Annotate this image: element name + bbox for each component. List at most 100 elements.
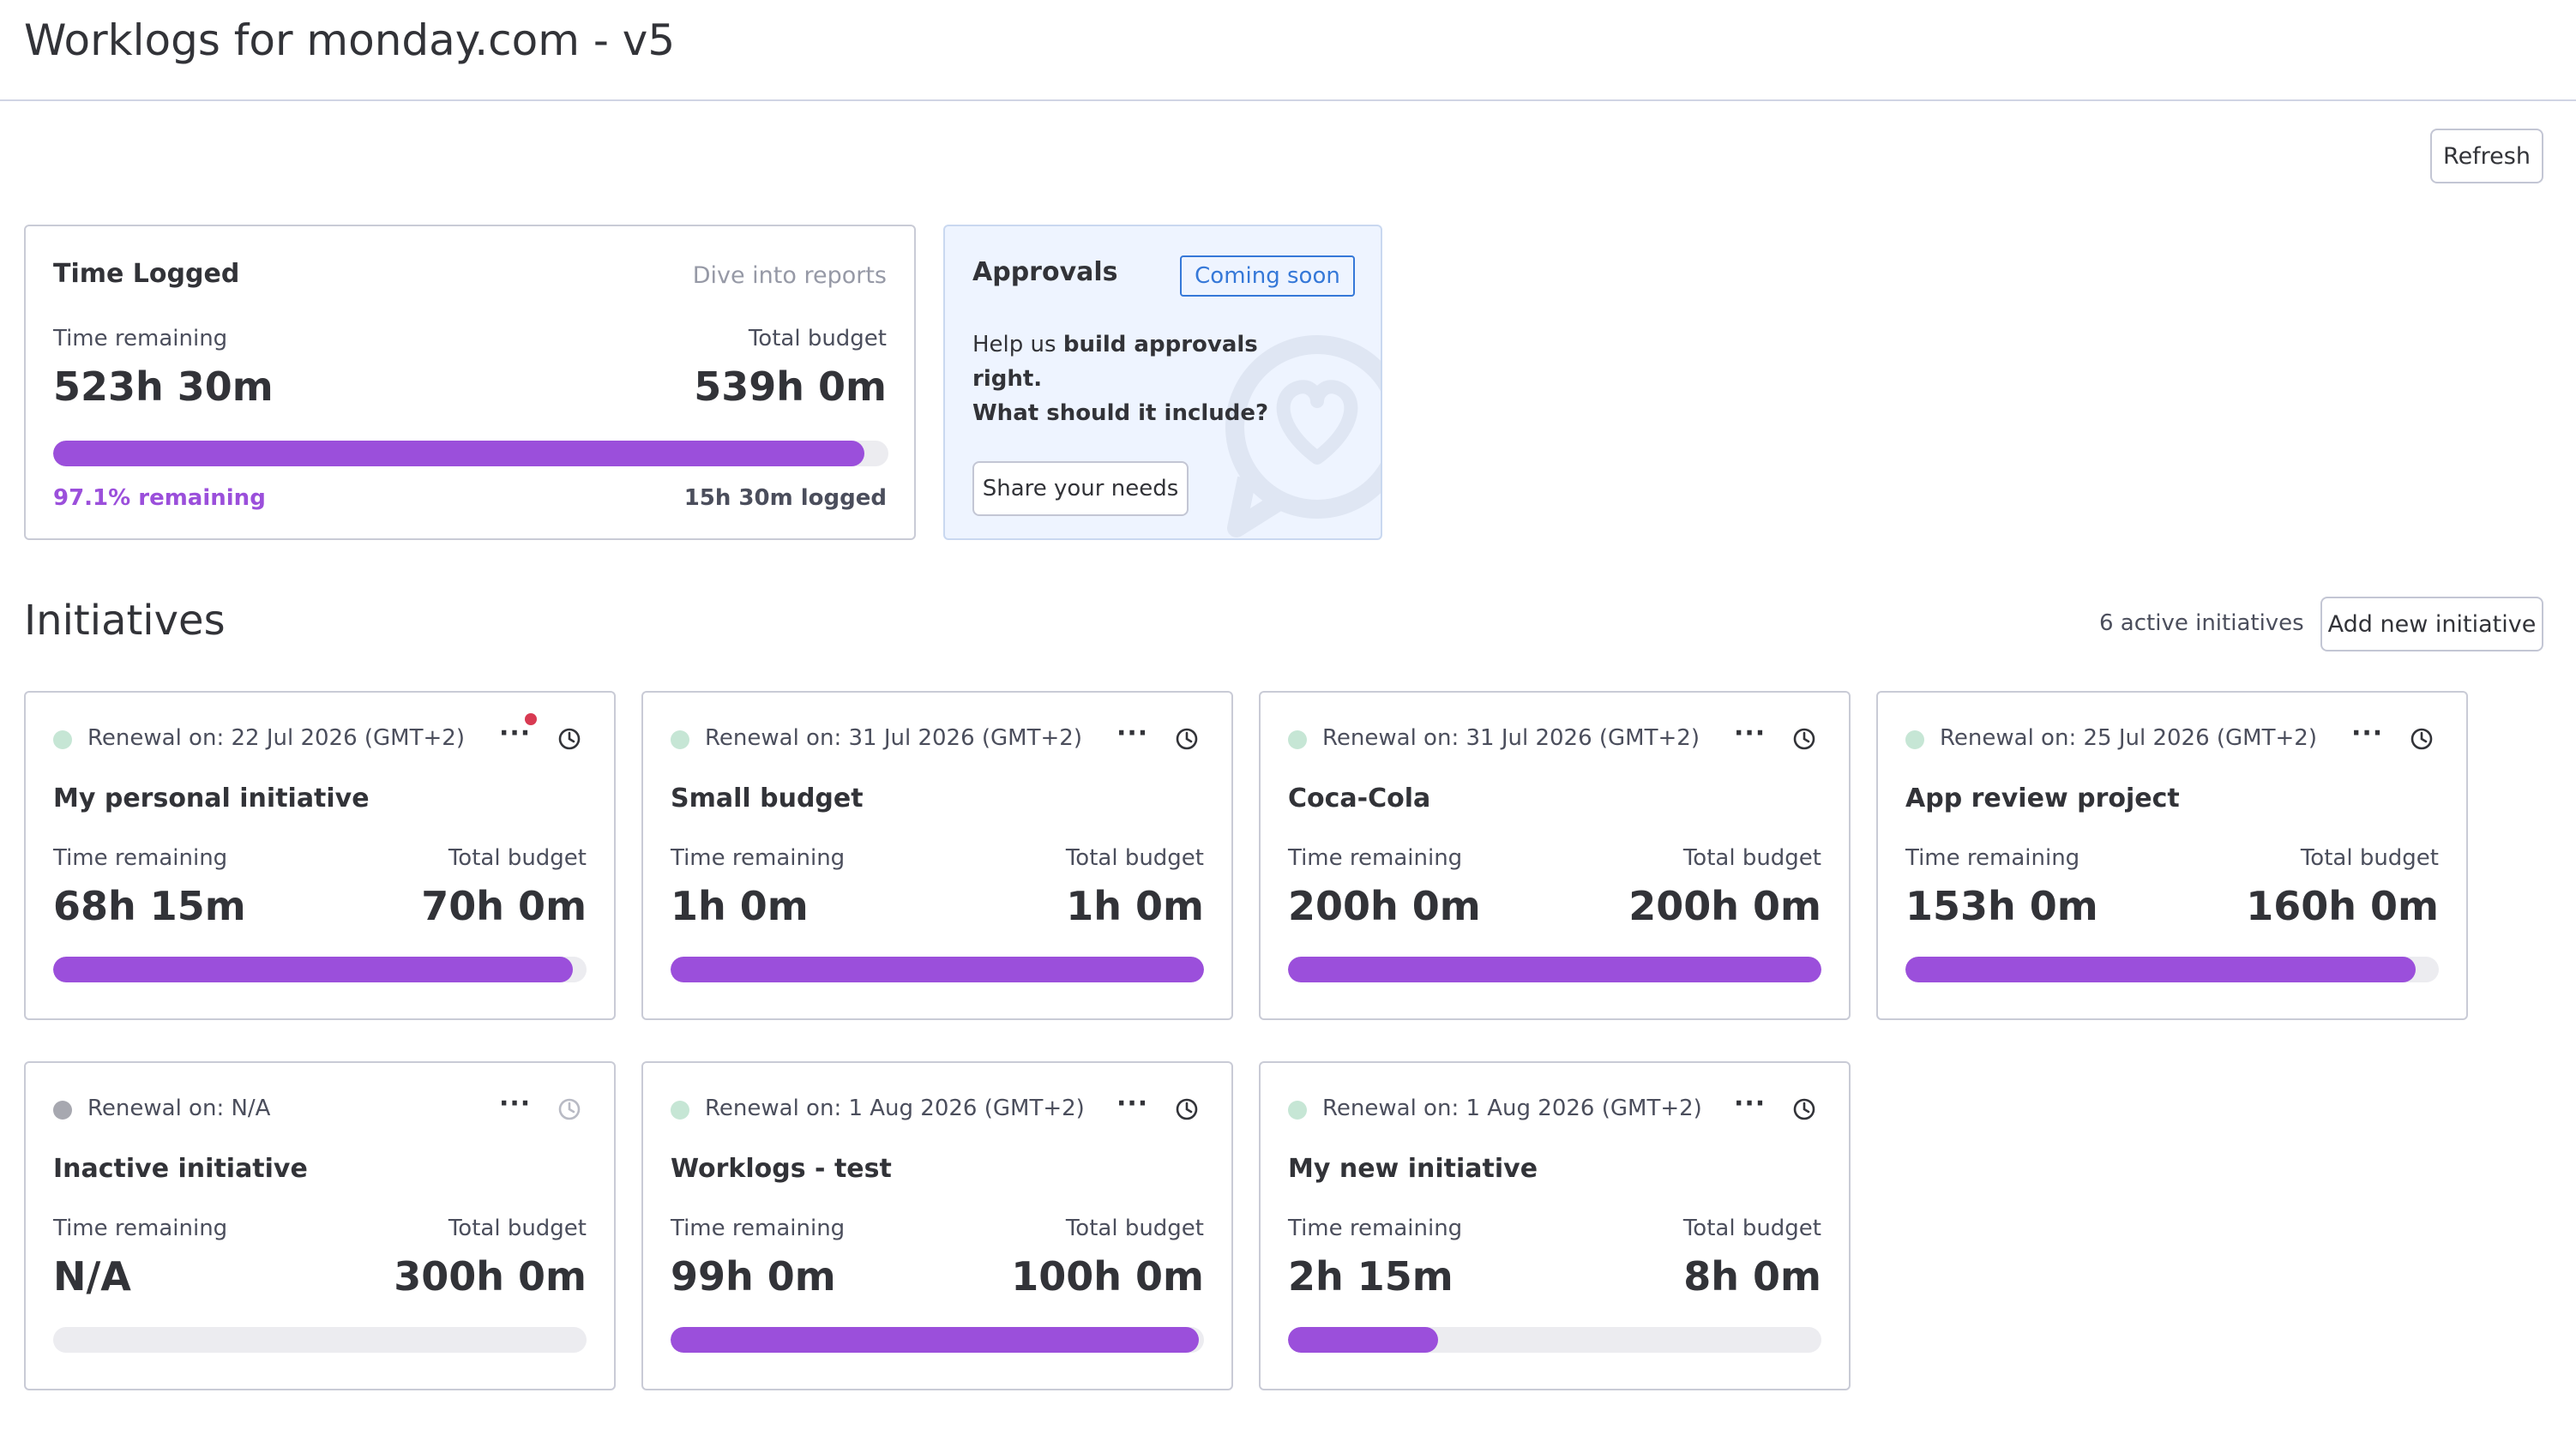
time-remaining-value: 68h 15m: [53, 883, 246, 929]
clock-icon[interactable]: [557, 727, 581, 751]
chat-heart-icon: [1225, 335, 1381, 537]
time-logged-title: Time Logged: [53, 259, 240, 289]
total-budget-value: 300h 0m: [394, 1253, 587, 1300]
add-new-initiative-button[interactable]: Add new initiative: [2320, 597, 2543, 651]
total-budget-label: Total budget: [1065, 1216, 1204, 1241]
time-remaining-label: Time remaining: [53, 845, 228, 871]
initiative-progress-bar: [53, 957, 587, 982]
renewal-date: Renewal on: 22 Jul 2026 (GMT+2): [87, 725, 465, 751]
time-logged-total: 15h 30m logged: [683, 485, 887, 511]
page-header: Worklogs for monday.com - v5: [0, 0, 2576, 101]
approvals-text-bold-1: build approvals right.: [972, 332, 1258, 392]
initiative-name: Worklogs - test: [671, 1154, 892, 1184]
approvals-text-bold-2: What should it include?: [972, 400, 1269, 426]
status-dot: [671, 1101, 689, 1120]
page-title: Worklogs for monday.com - v5: [24, 15, 676, 65]
share-your-needs-button[interactable]: Share your needs: [972, 461, 1189, 516]
more-options-icon[interactable]: ···: [1116, 1089, 1149, 1119]
status-dot: [1288, 1101, 1307, 1120]
more-options-icon[interactable]: ···: [499, 1089, 532, 1119]
notification-dot: [525, 713, 537, 725]
more-options-icon[interactable]: ···: [1116, 718, 1149, 748]
more-options-icon[interactable]: ···: [1734, 1089, 1766, 1119]
initiative-name: Coca-Cola: [1288, 784, 1431, 814]
active-initiatives-count: 6 active initiatives: [2099, 610, 2304, 636]
initiative-card[interactable]: Renewal on: 31 Jul 2026 (GMT+2) ··· Small …: [641, 691, 1233, 1020]
progress-fill: [1905, 957, 2416, 982]
initiative-card[interactable]: Renewal on: 1 Aug 2026 (GMT+2) ··· My new …: [1259, 1061, 1851, 1390]
initiative-progress-bar: [1288, 1327, 1821, 1353]
total-budget-value: 8h 0m: [1683, 1253, 1821, 1300]
total-budget-value: 200h 0m: [1628, 883, 1821, 929]
renewal-date: Renewal on: 31 Jul 2026 (GMT+2): [705, 725, 1082, 751]
total-budget-label: Total budget: [1682, 1216, 1821, 1241]
dive-into-reports-link[interactable]: Dive into reports: [692, 262, 887, 289]
more-options-icon[interactable]: ···: [2351, 718, 2384, 748]
initiative-card[interactable]: Renewal on: 1 Aug 2026 (GMT+2) ··· Worklog…: [641, 1061, 1233, 1390]
renewal-date: Renewal on: 1 Aug 2026 (GMT+2): [1322, 1096, 1702, 1121]
time-remaining-value: 523h 30m: [53, 363, 274, 410]
time-logged-progress-bar: [53, 441, 888, 466]
renewal-date: Renewal on: 31 Jul 2026 (GMT+2): [1322, 725, 1700, 751]
time-remaining-label: Time remaining: [53, 1216, 228, 1241]
initiative-name: Inactive initiative: [53, 1154, 308, 1184]
clock-icon[interactable]: [1175, 727, 1199, 751]
clock-icon[interactable]: [1792, 727, 1816, 751]
renewal-date: Renewal on: 25 Jul 2026 (GMT+2): [1940, 725, 2317, 751]
initiative-progress-bar: [53, 1327, 587, 1353]
total-budget-label: Total budget: [1682, 845, 1821, 871]
clock-icon[interactable]: [557, 1097, 581, 1121]
clock-icon[interactable]: [1792, 1097, 1816, 1121]
time-remaining-label: Time remaining: [671, 845, 846, 871]
clock-icon[interactable]: [1175, 1097, 1199, 1121]
initiative-card[interactable]: Renewal on: N/A ··· Inactive initiative Tim…: [24, 1061, 616, 1390]
status-dot: [1905, 730, 1924, 749]
time-remaining-label: Time remaining: [1905, 845, 2080, 871]
status-dot: [671, 730, 689, 749]
total-budget-label: Total budget: [448, 1216, 587, 1241]
status-dot: [1288, 730, 1307, 749]
initiative-name: App review project: [1905, 784, 2180, 814]
time-remaining-value: 99h 0m: [671, 1253, 836, 1300]
coming-soon-badge: Coming soon: [1180, 255, 1355, 297]
renewal-date: Renewal on: 1 Aug 2026 (GMT+2): [705, 1096, 1085, 1121]
progress-fill: [53, 957, 574, 982]
initiative-progress-bar: [1905, 957, 2439, 982]
initiative-card[interactable]: Renewal on: 22 Jul 2026 (GMT+2) ··· My per…: [24, 691, 616, 1020]
total-budget-label: Total budget: [2300, 845, 2439, 871]
progress-fill: [671, 957, 1204, 982]
time-remaining-value: N/A: [53, 1253, 131, 1300]
progress-fill: [53, 441, 864, 466]
percent-remaining: 97.1% remaining: [53, 485, 266, 511]
progress-fill: [1288, 1327, 1438, 1353]
progress-fill: [1288, 957, 1821, 982]
approvals-text-prefix: Help us: [972, 332, 1063, 357]
approvals-description: Help us build approvals right. What shoul…: [972, 327, 1298, 430]
time-remaining-value: 1h 0m: [671, 883, 809, 929]
time-remaining-value: 2h 15m: [1288, 1253, 1454, 1300]
initiative-card[interactable]: Renewal on: 25 Jul 2026 (GMT+2) ··· App re…: [1876, 691, 2468, 1020]
approvals-title: Approvals: [972, 257, 1118, 287]
refresh-button[interactable]: Refresh: [2430, 129, 2543, 183]
more-options-icon[interactable]: ···: [1734, 718, 1766, 748]
initiatives-heading: Initiatives: [24, 597, 226, 645]
total-budget-label: Total budget: [1065, 845, 1204, 871]
renewal-date: Renewal on: N/A: [87, 1096, 271, 1121]
total-budget-value: 1h 0m: [1066, 883, 1204, 929]
initiative-name: My personal initiative: [53, 784, 370, 814]
status-dot: [53, 1101, 72, 1120]
total-budget-label: Total budget: [748, 326, 887, 351]
time-remaining-value: 153h 0m: [1905, 883, 2098, 929]
time-remaining-label: Time remaining: [53, 326, 228, 351]
initiative-card[interactable]: Renewal on: 31 Jul 2026 (GMT+2) ··· Coca-C…: [1259, 691, 1851, 1020]
more-options-icon[interactable]: ···: [499, 718, 532, 748]
time-remaining-label: Time remaining: [1288, 1216, 1463, 1241]
initiative-progress-bar: [1288, 957, 1821, 982]
initiative-name: My new initiative: [1288, 1154, 1538, 1184]
time-remaining-value: 200h 0m: [1288, 883, 1481, 929]
total-budget-value: 160h 0m: [2246, 883, 2439, 929]
time-remaining-label: Time remaining: [1288, 845, 1463, 871]
approvals-card: Approvals Coming soon Help us build appr…: [943, 225, 1382, 540]
initiative-progress-bar: [671, 1327, 1204, 1353]
clock-icon[interactable]: [2410, 727, 2434, 751]
